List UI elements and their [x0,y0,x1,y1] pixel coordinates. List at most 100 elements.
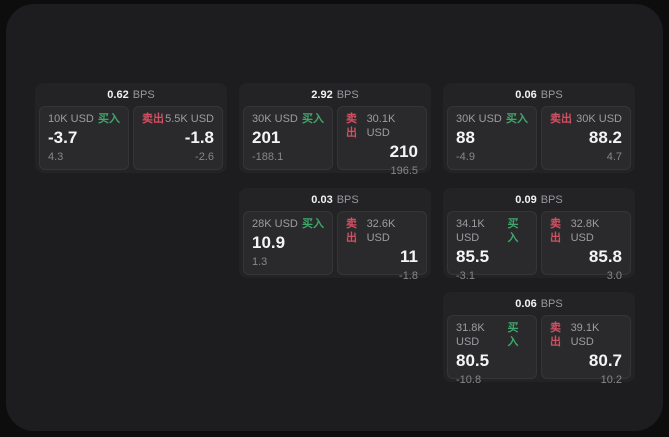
buy-tile-top: 28K USD 买入 [252,217,324,231]
buy-amount: 10K USD [48,113,94,125]
sell-tile-top: 卖出 39.1K USD [550,321,622,349]
buy-price: 201 [252,128,281,147]
sell-tile-top: 卖出 30.1K USD [346,112,418,140]
quote-card-5: 0.09 BPS 34.1K USD 买入 85.5 -3.1 卖出 32.8K… [443,188,635,282]
bps-header: 0.03 BPS [239,188,431,211]
buy-tile[interactable]: 30K USD 买入 201 -188.1 [243,106,333,170]
buy-tile-top: 31.8K USD 买入 [456,321,528,349]
bps-header: 2.92 BPS [239,83,431,106]
sell-side-label: 卖出 [346,113,357,139]
sell-tile-top: 卖出 30K USD [550,112,622,126]
sell-side-label: 卖出 [142,113,164,125]
buy-delta: 1.3 [252,256,268,268]
sell-price: 80.7 [588,351,622,370]
quote-card-6: 0.06 BPS 31.8K USD 买入 80.5 -10.8 卖出 39.1… [443,292,635,386]
buy-delta: 4.3 [48,151,64,163]
sell-side-label: 卖出 [550,322,561,348]
sell-tile[interactable]: 卖出 32.6K USD 11 -1.8 [337,211,427,282]
quote-body: 30K USD 买入 88 -4.9 卖出 30K USD 88.2 4.7 [443,106,635,173]
buy-price: 10.9 [252,233,286,252]
sell-tile[interactable]: 卖出 30.1K USD 210 196.5 [337,106,427,177]
sell-delta: 196.5 [390,165,418,177]
sell-delta: 10.2 [600,374,622,386]
quote-card-4: 0.03 BPS 28K USD 买入 10.9 1.3 卖出 32.6K US… [239,188,431,282]
buy-tile[interactable]: 34.1K USD 买入 85.5 -3.1 [447,211,537,282]
quote-body: 34.1K USD 买入 85.5 -3.1 卖出 32.8K USD 85.8… [443,211,635,282]
buy-tile[interactable]: 30K USD 买入 88 -4.9 [447,106,537,170]
buy-delta: -10.8 [456,374,482,386]
buy-price: 88 [456,128,475,147]
bps-value: 0.06 [515,297,537,310]
buy-tile-top: 30K USD 买入 [252,112,324,126]
sell-side-label: 卖出 [550,113,572,125]
buy-tile-top: 10K USD 买入 [48,112,120,126]
buy-amount: 34.1K USD [456,218,485,244]
quote-card-2: 2.92 BPS 30K USD 买入 201 -188.1 卖出 30.1K … [239,83,431,177]
bps-header: 0.62 BPS [35,83,227,106]
quote-card-3: 0.06 BPS 30K USD 买入 88 -4.9 卖出 30K USD 8… [443,83,635,173]
sell-tile[interactable]: 卖出 39.1K USD 80.7 10.2 [541,315,631,386]
bps-value: 0.62 [107,88,129,101]
sell-amount: 30.1K USD [366,113,396,139]
bps-value: 2.92 [311,88,333,101]
quote-body: 31.8K USD 买入 80.5 -10.8 卖出 39.1K USD 80.… [443,315,635,386]
sell-delta: 4.7 [606,151,622,163]
buy-side-label: 买入 [302,218,324,230]
quote-card-1: 0.62 BPS 10K USD 买入 -3.7 4.3 卖出 5.5K USD… [35,83,227,173]
buy-tile[interactable]: 10K USD 买入 -3.7 4.3 [39,106,129,170]
sell-tile[interactable]: 卖出 5.5K USD -1.8 -2.6 [133,106,223,170]
bps-unit: BPS [336,88,359,101]
sell-tile-top: 卖出 32.6K USD [346,217,418,245]
bps-unit: BPS [336,193,359,206]
sell-delta: -1.8 [399,270,418,282]
bps-unit: BPS [132,88,155,101]
buy-amount: 30K USD [456,113,502,125]
buy-price: 85.5 [456,247,490,266]
sell-amount: 30K USD [576,113,622,125]
sell-amount: 5.5K USD [165,113,214,125]
bps-header: 0.09 BPS [443,188,635,211]
sell-amount: 39.1K USD [570,322,600,348]
sell-tile-top: 卖出 5.5K USD [142,112,214,126]
bps-header: 0.06 BPS [443,292,635,315]
buy-delta: -188.1 [252,151,284,163]
buy-amount: 30K USD [252,113,298,125]
sell-amount: 32.6K USD [366,218,396,244]
buy-tile[interactable]: 31.8K USD 买入 80.5 -10.8 [447,315,537,386]
sell-delta: -2.6 [195,151,214,163]
quote-body: 30K USD 买入 201 -188.1 卖出 30.1K USD 210 1… [239,106,431,177]
buy-amount: 28K USD [252,218,298,230]
sell-side-label: 卖出 [550,218,561,244]
buy-tile-top: 30K USD 买入 [456,112,528,126]
sell-tile-top: 卖出 32.8K USD [550,217,622,245]
buy-tile[interactable]: 28K USD 买入 10.9 1.3 [243,211,333,275]
buy-side-label: 买入 [302,113,324,125]
sell-side-label: 卖出 [346,218,357,244]
buy-tile-top: 34.1K USD 买入 [456,217,528,245]
buy-side-label: 买入 [507,322,519,348]
buy-price: -3.7 [48,128,78,147]
bps-value: 0.06 [515,88,537,101]
buy-side-label: 买入 [98,113,120,125]
sell-tile[interactable]: 卖出 30K USD 88.2 4.7 [541,106,631,170]
sell-price: 11 [400,247,418,266]
quote-body: 10K USD 买入 -3.7 4.3 卖出 5.5K USD -1.8 -2.… [35,106,227,173]
sell-tile[interactable]: 卖出 32.8K USD 85.8 3.0 [541,211,631,282]
sell-price: 88.2 [588,128,622,147]
bps-unit: BPS [540,88,563,101]
sell-delta: 3.0 [606,270,622,282]
bps-header: 0.06 BPS [443,83,635,106]
sell-price: -1.8 [184,128,214,147]
bps-value: 0.09 [515,193,537,206]
buy-side-label: 买入 [507,218,519,244]
bps-unit: BPS [540,193,563,206]
bps-value: 0.03 [311,193,333,206]
sell-amount: 32.8K USD [570,218,600,244]
buy-amount: 31.8K USD [456,322,485,348]
buy-side-label: 买入 [506,113,528,125]
buy-delta: -4.9 [456,151,475,163]
bps-unit: BPS [540,297,563,310]
main-panel: 0.62 BPS 10K USD 买入 -3.7 4.3 卖出 5.5K USD… [6,4,663,431]
sell-price: 85.8 [588,247,622,266]
buy-price: 80.5 [456,351,490,370]
